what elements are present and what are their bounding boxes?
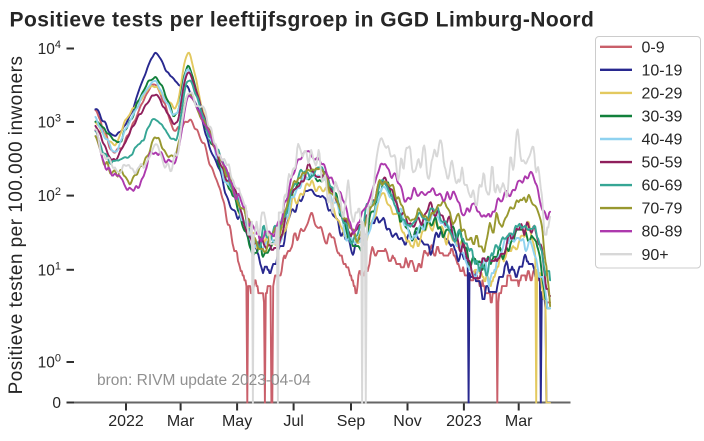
- svg-text:2022: 2022: [108, 413, 144, 430]
- svg-text:80-89: 80-89: [642, 224, 683, 241]
- svg-text:Mar: Mar: [505, 413, 533, 430]
- svg-text:20-29: 20-29: [642, 85, 683, 102]
- svg-text:40-49: 40-49: [642, 132, 683, 149]
- svg-text:2023: 2023: [446, 413, 482, 430]
- svg-text:0: 0: [52, 395, 61, 412]
- svg-text:10-19: 10-19: [642, 62, 683, 79]
- svg-text:70-79: 70-79: [642, 201, 683, 218]
- svg-text:Jul: Jul: [283, 413, 303, 430]
- svg-text:90+: 90+: [642, 247, 669, 264]
- svg-text:Sep: Sep: [337, 413, 366, 430]
- svg-text:Positieve tests per leeftijfsg: Positieve tests per leeftijfsgroep in GG…: [10, 9, 595, 32]
- svg-text:May: May: [222, 413, 252, 430]
- svg-text:Positieve testen per 100.000 i: Positieve testen per 100.000 inwoners: [6, 56, 27, 395]
- svg-text:60-69: 60-69: [642, 178, 683, 195]
- svg-text:Nov: Nov: [393, 413, 421, 430]
- svg-text:30-39: 30-39: [642, 109, 683, 126]
- svg-text:bron: RIVM update 2023-04-04: bron: RIVM update 2023-04-04: [97, 372, 311, 389]
- svg-text:0-9: 0-9: [642, 39, 665, 56]
- svg-text:50-59: 50-59: [642, 155, 683, 172]
- svg-text:Mar: Mar: [167, 413, 195, 430]
